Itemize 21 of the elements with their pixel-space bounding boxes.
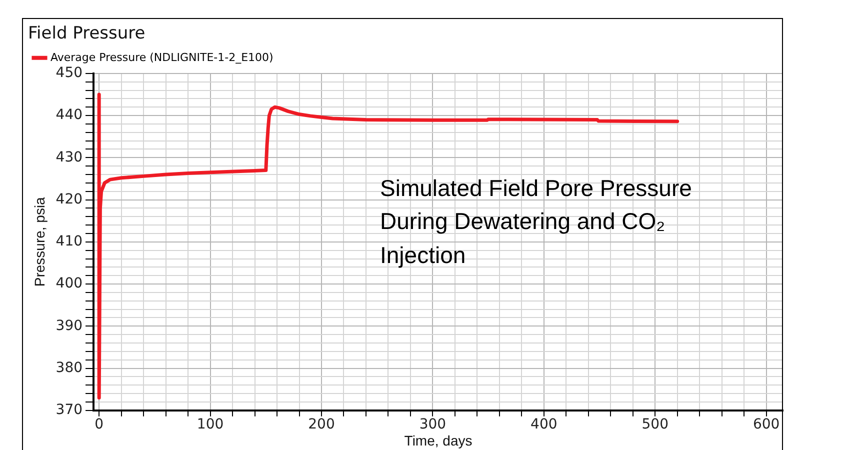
y-tick-label: 380 <box>56 360 83 376</box>
x-axis-title: Time, days <box>404 432 472 448</box>
annotation: Simulated Field Pore Pressure During Dewatering and CO₂ Injection <box>380 174 693 270</box>
y-tick-label: 390 <box>56 318 83 334</box>
x-tick-label: 300 <box>419 416 446 432</box>
x-tick-label: 200 <box>308 416 335 432</box>
x-tick-label: 500 <box>642 416 668 432</box>
y-tick-label: 430 <box>56 149 83 166</box>
x-tick-label: 100 <box>196 416 224 432</box>
legend-label: Average Pressure (NDLIGNITE-1-2_E100) <box>50 50 274 64</box>
x-tick-label: 0 <box>94 416 104 432</box>
y-tick-label: 420 <box>56 191 83 208</box>
y-tick-label: 400 <box>56 276 83 292</box>
x-tick-label: 600 <box>752 416 780 432</box>
y-tick-label: 440 <box>56 107 83 124</box>
y-tick-label: 370 <box>56 402 83 418</box>
y-tick-label: 410 <box>56 234 83 250</box>
y-axis-title: Pressure, psia <box>31 196 48 287</box>
y-tick-label: 450 <box>56 65 83 82</box>
x-tick-label: 400 <box>530 416 558 432</box>
chart-title: Field Pressure <box>28 24 146 44</box>
